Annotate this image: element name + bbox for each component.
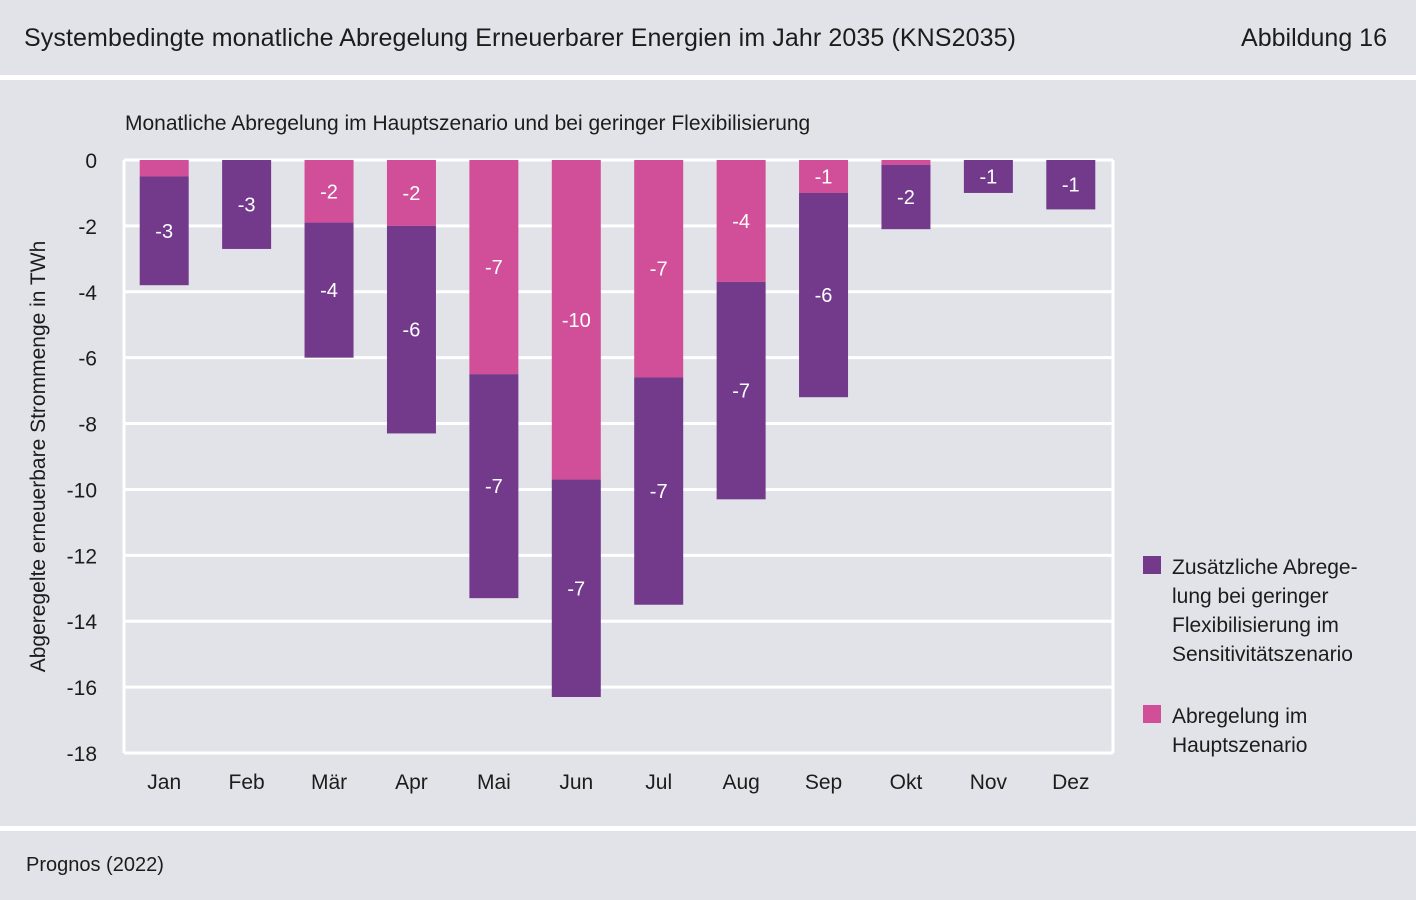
x-tick-label: Aug [722, 771, 759, 794]
data-label-zusatz: -3 [238, 194, 256, 216]
chart-area: Monatliche Abregelung im Hauptszenario u… [0, 80, 1416, 826]
data-label-zusatz: -2 [897, 187, 915, 209]
bar-segment-haupt [634, 160, 684, 378]
data-label-zusatz: -6 [403, 320, 421, 342]
bar-segment-zusatz [139, 176, 189, 286]
y-tick-label: -16 [67, 677, 97, 700]
y-tick-label: -12 [67, 545, 97, 568]
bar-segment-haupt [799, 160, 849, 193]
bar-segment-haupt [881, 160, 931, 165]
bar-segment-zusatz [963, 160, 1013, 193]
x-tick-label: Jun [559, 771, 593, 794]
bar-segment-zusatz [881, 164, 931, 230]
y-tick-label: -14 [67, 611, 98, 634]
chart-subtitle: Monatliche Abregelung im Hauptszenario u… [125, 112, 810, 135]
bar-segment-zusatz [551, 479, 601, 697]
x-tick-label: Okt [890, 771, 923, 794]
data-label-haupt: -4 [732, 211, 750, 233]
data-label-zusatz: -3 [155, 221, 173, 243]
bar-segment-zusatz [222, 160, 272, 249]
bar-segment-zusatz [799, 192, 849, 398]
figure-number: Abbildung 16 [1241, 24, 1387, 52]
legend-label: Sensitivitätszenario [1172, 643, 1353, 666]
bottom-divider [0, 826, 1416, 831]
figure-title: Systembedingte monatliche Abregelung Ern… [24, 24, 1017, 52]
y-tick-label: -4 [78, 282, 97, 305]
data-label-haupt: -10 [562, 310, 591, 332]
legend-label: Zusätzliche Abrege- [1172, 556, 1358, 579]
bar-segment-zusatz [469, 374, 519, 599]
x-tick-label: Dez [1052, 771, 1089, 794]
x-tick-label: Mär [311, 771, 347, 794]
data-label-zusatz: -7 [732, 381, 750, 403]
legend-label: Flexibilisierung im [1172, 614, 1339, 637]
bar-segment-zusatz [1046, 160, 1096, 210]
bar-segment-haupt [551, 160, 601, 480]
y-tick-label: -8 [78, 414, 97, 437]
x-tick-label: Jan [147, 771, 181, 794]
bar-segment-haupt [469, 160, 519, 375]
x-tick-label: Feb [229, 771, 265, 794]
bar-segment-zusatz [634, 377, 684, 605]
bar-segment-haupt [386, 160, 436, 226]
bar-segment-zusatz [716, 281, 766, 500]
bar-segment-zusatz [386, 225, 436, 434]
data-label-zusatz: -4 [320, 280, 338, 302]
header: Systembedingte monatliche Abregelung Ern… [0, 0, 1416, 76]
legend-label: Abregelung im [1172, 705, 1307, 728]
data-label-haupt: -7 [485, 257, 503, 279]
bar-segment-haupt [304, 160, 354, 223]
x-tick-label: Nov [970, 771, 1008, 794]
legend-swatch [1143, 705, 1161, 723]
legend-label: Hauptszenario [1172, 734, 1307, 757]
data-label-haupt: -7 [650, 259, 668, 281]
data-label-zusatz: -7 [567, 578, 585, 600]
source-note: Prognos (2022) [26, 854, 164, 876]
x-tick-label: Jul [645, 771, 672, 794]
bar-segment-zusatz [304, 222, 354, 358]
y-tick-label: -10 [67, 479, 97, 502]
bar-chart: Monatliche Abregelung im Hauptszenario u… [27, 112, 1358, 794]
legend-label: lung bei geringer [1172, 585, 1328, 608]
data-label-haupt: -2 [403, 183, 421, 205]
y-tick-label: -6 [78, 348, 97, 371]
data-label-zusatz: -7 [485, 476, 503, 498]
x-tick-label: Mai [477, 771, 511, 794]
x-tick-label: Apr [395, 771, 428, 794]
top-divider [0, 75, 1416, 80]
data-label-zusatz: -6 [815, 285, 833, 307]
data-label-haupt: -1 [815, 166, 833, 188]
data-label-zusatz: -7 [650, 481, 668, 503]
x-tick-label: Sep [805, 771, 842, 794]
bar-segment-haupt [139, 160, 189, 177]
legend-swatch [1143, 556, 1161, 574]
y-axis-label: Abgeregelte erneuerbare Strommenge in TW… [27, 241, 50, 673]
data-label-zusatz: -1 [979, 166, 997, 188]
y-tick-label: -2 [78, 216, 97, 239]
data-label-haupt: -2 [320, 181, 338, 203]
y-tick-label: 0 [85, 150, 97, 173]
bar-segment-haupt [716, 160, 766, 282]
data-label-zusatz: -1 [1062, 175, 1080, 197]
y-tick-label: -18 [67, 743, 97, 766]
